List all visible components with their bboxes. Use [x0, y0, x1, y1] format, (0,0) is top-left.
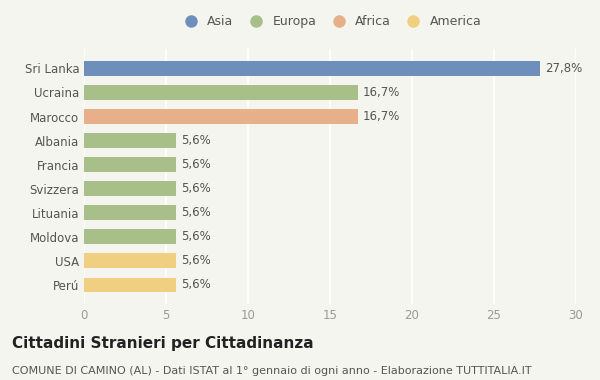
- Bar: [84, 181, 176, 196]
- Text: 27,8%: 27,8%: [545, 62, 582, 75]
- Bar: [84, 253, 176, 268]
- Legend: Asia, Europa, Africa, America: Asia, Europa, Africa, America: [179, 15, 481, 28]
- Bar: [84, 133, 176, 148]
- Text: 5,6%: 5,6%: [181, 182, 211, 195]
- Bar: [84, 85, 358, 100]
- Text: Cittadini Stranieri per Cittadinanza: Cittadini Stranieri per Cittadinanza: [12, 336, 314, 351]
- Bar: [84, 205, 176, 220]
- Text: 16,7%: 16,7%: [363, 86, 400, 99]
- Text: 5,6%: 5,6%: [181, 158, 211, 171]
- Bar: [84, 157, 176, 172]
- Bar: [84, 230, 176, 244]
- Text: 5,6%: 5,6%: [181, 134, 211, 147]
- Bar: [84, 61, 540, 76]
- Bar: [84, 109, 358, 124]
- Text: 5,6%: 5,6%: [181, 206, 211, 219]
- Text: 5,6%: 5,6%: [181, 230, 211, 243]
- Text: 16,7%: 16,7%: [363, 110, 400, 123]
- Text: 5,6%: 5,6%: [181, 279, 211, 291]
- Bar: [84, 277, 176, 293]
- Text: COMUNE DI CAMINO (AL) - Dati ISTAT al 1° gennaio di ogni anno - Elaborazione TUT: COMUNE DI CAMINO (AL) - Dati ISTAT al 1°…: [12, 366, 532, 376]
- Text: 5,6%: 5,6%: [181, 254, 211, 268]
